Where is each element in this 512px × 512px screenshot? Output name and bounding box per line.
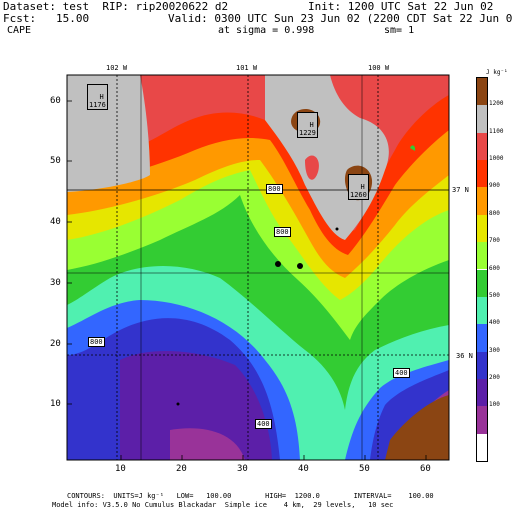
high-letter: H <box>360 183 365 191</box>
x-tick: 20 <box>176 464 187 474</box>
legend-labels: 1200 1100 1000 900 800 700 600 500 400 300 200 100 <box>489 77 512 460</box>
y-tick: 50 <box>50 156 61 166</box>
contour-label: 800 <box>88 337 105 347</box>
legend-level: 100 <box>489 401 500 409</box>
high-marker: H 1260 <box>348 174 369 200</box>
contour-label: 800 <box>274 227 291 237</box>
map-frame <box>66 74 450 461</box>
legend-level: 200 <box>489 373 500 381</box>
y-tick: 10 <box>50 399 61 409</box>
lon-label: 102 W <box>106 64 128 72</box>
legend-level: 800 <box>489 209 500 217</box>
legend-level: 1000 <box>489 155 504 163</box>
forecast-line: Fcst: 15.00 <box>3 12 90 25</box>
legend-swatch <box>477 242 487 270</box>
legend-swatch <box>477 160 487 188</box>
y-tick: 20 <box>50 339 61 349</box>
lat-label: 37 N <box>452 186 469 194</box>
high-letter: H <box>309 121 314 129</box>
legend-swatch <box>477 378 487 407</box>
legend-swatch <box>477 105 487 133</box>
legend-level: 700 <box>489 237 500 245</box>
legend-level: 1100 <box>489 127 504 135</box>
smoothing: sm= 1 <box>384 25 415 36</box>
contour-label: 800 <box>266 184 283 194</box>
valid-line: Valid: 0300 UTC Sun 23 Jun 02 (2200 CDT … <box>168 12 512 25</box>
field-name: CAPE <box>7 25 32 36</box>
x-tick: 10 <box>115 464 126 474</box>
legend-swatch <box>477 78 487 106</box>
lat-label: 36 N <box>456 352 473 360</box>
legend-swatch <box>477 187 487 215</box>
contour-label: 400 <box>393 368 410 378</box>
legend-swatch <box>477 351 487 379</box>
y-tick: 40 <box>50 217 61 227</box>
lon-label: 101 W <box>236 64 258 72</box>
legend-level: 900 <box>489 182 500 190</box>
high-letter: H <box>99 93 104 101</box>
lon-label: 100 W <box>368 64 390 72</box>
cape-contour-fill <box>67 75 449 460</box>
high-value: 1176 <box>89 101 106 109</box>
sigma-level: at sigma = 0.998 <box>218 25 315 36</box>
legend-level: 500 <box>489 291 500 299</box>
dataset-line: Dataset: test RIP: rip20020622 d2 <box>3 0 229 13</box>
legend-level: 300 <box>489 346 500 354</box>
x-tick: 30 <box>237 464 248 474</box>
legend-swatch <box>477 214 487 243</box>
legend-level: 600 <box>489 264 500 272</box>
init-line: Init: 1200 UTC Sat 22 Jun 02 <box>308 0 494 13</box>
map-grid <box>67 75 449 460</box>
legend-swatch <box>477 269 487 297</box>
high-marker: H 1176 <box>87 84 108 110</box>
color-legend <box>476 77 488 462</box>
y-tick: 60 <box>50 96 61 106</box>
legend-level: 1200 <box>489 100 504 108</box>
high-value: 1260 <box>350 191 367 199</box>
model-info: Model info: V3.5.0 No Cumulus Blackadar … <box>52 501 394 509</box>
x-tick: 60 <box>420 464 431 474</box>
x-tick: 40 <box>298 464 309 474</box>
legend-swatch <box>477 406 487 434</box>
contour-label: 400 <box>255 419 272 429</box>
high-value: 1229 <box>299 129 316 137</box>
legend-units: J kg⁻¹ <box>486 69 508 76</box>
x-tick: 50 <box>359 464 370 474</box>
high-marker: H 1229 <box>297 112 318 138</box>
legend-swatch <box>477 433 487 461</box>
legend-swatch <box>477 132 487 161</box>
y-tick: 30 <box>50 278 61 288</box>
contours-info: CONTOURS: UNITS=J kg⁻¹ LOW= 100.00 HIGH=… <box>67 492 434 500</box>
legend-swatch <box>477 296 487 325</box>
axis-ticks <box>67 100 427 460</box>
legend-swatch <box>477 324 487 352</box>
legend-level: 400 <box>489 319 500 327</box>
